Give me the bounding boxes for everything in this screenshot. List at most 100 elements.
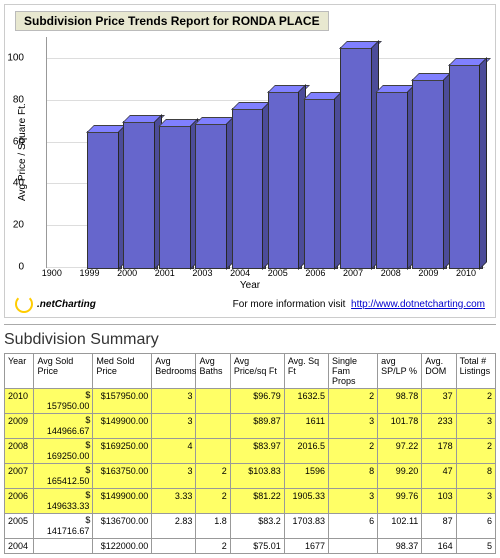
cell-year: 2007 [5,464,34,489]
cell-year: 2004 [5,539,34,554]
y-axis-label: Avg Price / Square Ft. [15,37,28,268]
cell: 1677 [284,539,328,554]
x-tick: 2005 [261,268,295,278]
chart-panel: Subdivision Price Trends Report for ROND… [4,4,496,318]
col-header: Avg Price/sq Ft [230,354,284,389]
cell: 102.11 [378,514,422,539]
cell: 233 [422,414,456,439]
x-tick: 1900 [35,268,69,278]
cell [196,414,230,439]
cell: 2 [329,439,378,464]
col-header: Avg Baths [196,354,230,389]
cell: 99.20 [378,464,422,489]
cell: 2 [196,464,230,489]
bar [449,37,482,267]
bar [87,37,120,267]
summary-title: Subdivision Summary [4,331,496,349]
cell: $157950.00 [93,389,152,414]
bar [51,37,84,267]
x-tick: 1999 [73,268,107,278]
cell: 101.78 [378,414,422,439]
x-tick: 2009 [411,268,445,278]
col-header: Single Fam Props [329,354,378,389]
cell: 98.37 [378,539,422,554]
col-header: Total # Listings [456,354,495,389]
cell: 2016.5 [284,439,328,464]
cell: 3 [152,464,196,489]
y-tick: 20 [4,220,24,231]
cell: 1632.5 [284,389,328,414]
cell: $122000.00 [93,539,152,554]
cell-year: 2009 [5,414,34,439]
cell: $144966.67 [34,414,93,439]
footer-link[interactable]: http://www.dotnetcharting.com [351,299,485,310]
bar [304,37,337,267]
y-tick: 40 [4,178,24,189]
cell [196,389,230,414]
cell [34,539,93,554]
y-tick: 100 [4,52,24,63]
bar [376,37,409,267]
x-tick: 2001 [148,268,182,278]
cell: 8 [456,464,495,489]
cell-year: 2010 [5,389,34,414]
cell [196,439,230,464]
cell: $157950.00 [34,389,93,414]
summary-table: YearAvg Sold PriceMed Sold PriceAvg Bedr… [4,353,496,554]
y-tick: 0 [4,262,24,273]
cell: 2 [456,389,495,414]
cell: 4 [152,439,196,464]
cell: 6 [456,514,495,539]
bar [412,37,445,267]
col-header: Avg Sold Price [34,354,93,389]
x-tick: 2010 [449,268,483,278]
cell: $96.79 [230,389,284,414]
col-header: Avg. DOM [422,354,456,389]
x-tick: 2007 [336,268,370,278]
chart-title: Subdivision Price Trends Report for ROND… [15,11,329,31]
brand-swirl-icon [15,295,33,313]
cell: 178 [422,439,456,464]
cell [329,539,378,554]
cell: 3 [329,414,378,439]
bar [123,37,156,267]
cell: $103.83 [230,464,284,489]
col-header: Year [5,354,34,389]
cell: 1703.83 [284,514,328,539]
cell: 47 [422,464,456,489]
bar [159,37,192,267]
col-header: Avg Bedrooms [152,354,196,389]
x-tick: 2008 [374,268,408,278]
cell: $149900.00 [93,414,152,439]
cell [152,539,196,554]
cell: 2.83 [152,514,196,539]
cell: 6 [329,514,378,539]
x-tick: 2004 [223,268,257,278]
cell: 3 [152,414,196,439]
table-row: 2005$141716.67$136700.002.831.8$83.21703… [5,514,496,539]
cell: 2 [196,539,230,554]
cell: $163750.00 [93,464,152,489]
cell: 2 [456,439,495,464]
cell: $169250.00 [34,439,93,464]
cell: $136700.00 [93,514,152,539]
cell: 98.78 [378,389,422,414]
cell: 5 [456,539,495,554]
footer-text: For more information visit http://www.do… [233,299,485,310]
cell: 87 [422,514,456,539]
cell: 3 [152,389,196,414]
cell: $75.01 [230,539,284,554]
cell: $169250.00 [93,439,152,464]
bar [340,37,373,267]
cell: 3 [456,414,495,439]
cell: $89.87 [230,414,284,439]
table-row: 2007$165412.50$163750.0032$103.831596899… [5,464,496,489]
y-tick: 60 [4,136,24,147]
x-tick: 2006 [298,268,332,278]
cell: 97.22 [378,439,422,464]
chart-plot [46,37,485,268]
table-row: 2004$122000.002$75.01167798.371645 [5,539,496,554]
bar [195,37,228,267]
x-axis-label: Year [15,280,485,291]
table-row: 2010$157950.00$157950.003$96.791632.5298… [5,389,496,414]
